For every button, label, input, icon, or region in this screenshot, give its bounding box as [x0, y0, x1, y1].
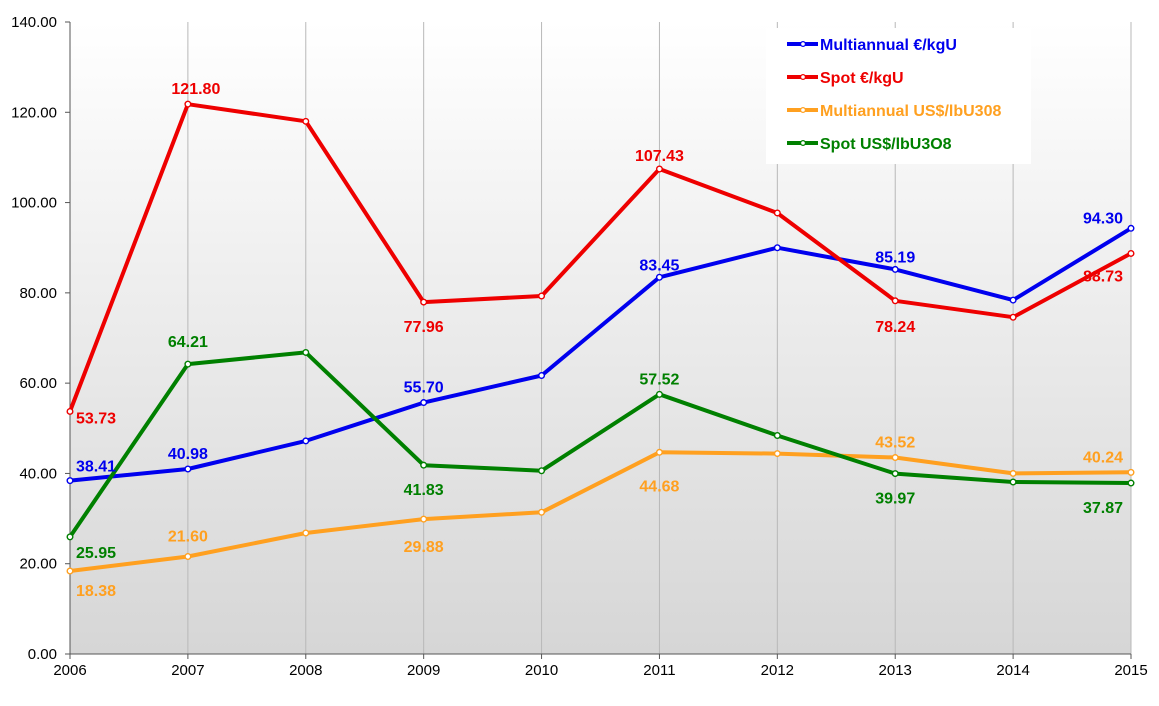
x-tick-label: 2011 [643, 662, 675, 679]
data-label-spot-eur: 53.73 [76, 410, 116, 427]
data-point-multiannual-usd [420, 515, 428, 523]
data-point-spot-eur [1127, 249, 1135, 257]
data-label-multiannual-eur: 85.19 [875, 249, 915, 266]
data-label-multiannual-usd: 40.24 [1083, 449, 1123, 466]
data-label-multiannual-eur: 38.41 [76, 459, 116, 476]
x-tick-label: 2007 [171, 662, 204, 679]
legend-label-spot-usd: Spot US$/lbU3O8 [820, 136, 952, 153]
data-point-spot-usd [66, 533, 74, 541]
data-point-spot-usd [1127, 479, 1135, 487]
data-label-spot-eur: 78.24 [875, 319, 915, 336]
data-point-multiannual-usd [1009, 469, 1017, 477]
data-point-multiannual-usd [1127, 468, 1135, 476]
data-point-multiannual-usd [184, 552, 192, 560]
data-point-spot-eur [538, 292, 546, 300]
data-point-multiannual-eur [773, 244, 781, 252]
data-label-spot-eur: 77.96 [404, 319, 444, 336]
data-point-multiannual-usd [891, 454, 899, 462]
x-tick-label: 2009 [407, 662, 440, 679]
data-label-spot-usd: 37.87 [1083, 500, 1123, 517]
data-label-multiannual-eur: 55.70 [404, 380, 444, 397]
data-point-spot-eur [66, 407, 74, 415]
data-point-spot-eur [302, 117, 310, 125]
data-point-multiannual-usd [302, 529, 310, 537]
y-tick-label: 40.00 [19, 465, 57, 482]
data-label-spot-usd: 41.83 [404, 482, 444, 499]
data-label-spot-usd: 64.21 [168, 334, 208, 351]
data-point-spot-usd [420, 461, 428, 469]
data-point-multiannual-usd [66, 567, 74, 575]
legend-marker-spot-eur [799, 73, 806, 80]
data-label-spot-eur: 107.43 [635, 148, 684, 165]
data-label-multiannual-usd: 44.68 [639, 478, 679, 495]
data-label-multiannual-usd: 21.60 [168, 528, 208, 545]
x-tick-label: 2014 [996, 662, 1029, 679]
data-point-multiannual-eur [655, 273, 663, 281]
data-label-multiannual-eur: 83.45 [639, 257, 679, 274]
x-tick-label: 2015 [1114, 662, 1147, 679]
data-label-spot-eur: 88.73 [1083, 268, 1123, 285]
data-label-multiannual-usd: 43.52 [875, 435, 915, 452]
data-point-spot-usd [184, 360, 192, 368]
legend-label-spot-eur: Spot €/kgU [820, 70, 904, 87]
series-line-multiannual-usd [68, 450, 1133, 573]
legend-label-multiannual-usd: Multiannual US$/lbU308 [820, 103, 1001, 120]
data-point-spot-eur [420, 298, 428, 306]
data-label-spot-usd: 25.95 [76, 545, 116, 562]
data-point-spot-eur [655, 165, 663, 173]
y-tick-label: 120.00 [11, 104, 57, 121]
x-tick-label: 2013 [879, 662, 912, 679]
data-point-multiannual-eur [66, 477, 74, 485]
legend-label-multiannual-eur: Multiannual €/kgU [820, 37, 957, 54]
data-point-multiannual-eur [538, 371, 546, 379]
data-point-multiannual-eur [302, 437, 310, 445]
data-label-spot-usd: 39.97 [875, 491, 915, 508]
data-point-spot-usd [655, 390, 663, 398]
data-point-spot-usd [773, 432, 781, 440]
data-label-multiannual-eur: 94.30 [1083, 210, 1123, 227]
series-line-spot-eur [68, 102, 1133, 414]
y-tick-label: 0.00 [28, 646, 57, 663]
x-tick-label: 2006 [53, 662, 86, 679]
data-label-spot-eur: 121.80 [171, 81, 220, 98]
y-tick-label: 20.00 [19, 556, 57, 573]
y-tick-label: 60.00 [19, 375, 57, 392]
y-tick-label: 100.00 [11, 195, 57, 212]
data-label-multiannual-usd: 29.88 [404, 539, 444, 556]
data-point-spot-eur [891, 297, 899, 305]
data-point-spot-eur [773, 209, 781, 217]
series-line-spot-usd [68, 350, 1133, 539]
data-point-multiannual-usd [773, 450, 781, 458]
data-label-multiannual-eur: 40.98 [168, 446, 208, 463]
x-tick-label: 2010 [525, 662, 558, 679]
data-point-spot-eur [184, 100, 192, 108]
y-tick-label: 80.00 [19, 285, 57, 302]
x-tick-label: 2012 [761, 662, 794, 679]
data-point-multiannual-eur [891, 265, 899, 273]
x-tick-label: 2008 [289, 662, 322, 679]
data-label-multiannual-usd: 18.38 [76, 583, 116, 600]
data-point-multiannual-eur [1127, 224, 1135, 232]
data-point-multiannual-eur [420, 399, 428, 407]
data-point-spot-usd [1009, 478, 1017, 486]
y-tick-label: 140.00 [11, 14, 57, 31]
data-point-multiannual-usd [655, 448, 663, 456]
legend-marker-multiannual-usd [799, 106, 806, 113]
data-point-multiannual-eur [184, 465, 192, 473]
legend-marker-multiannual-eur [799, 40, 806, 47]
legend-marker-spot-usd [799, 140, 806, 147]
series-line-multiannual-eur [68, 226, 1133, 483]
data-point-multiannual-eur [1009, 296, 1017, 304]
data-point-spot-eur [1009, 313, 1017, 321]
data-point-multiannual-usd [538, 508, 546, 516]
data-point-spot-usd [891, 470, 899, 478]
data-point-spot-usd [302, 348, 310, 356]
data-label-spot-usd: 57.52 [639, 371, 679, 388]
data-point-spot-usd [538, 467, 546, 475]
